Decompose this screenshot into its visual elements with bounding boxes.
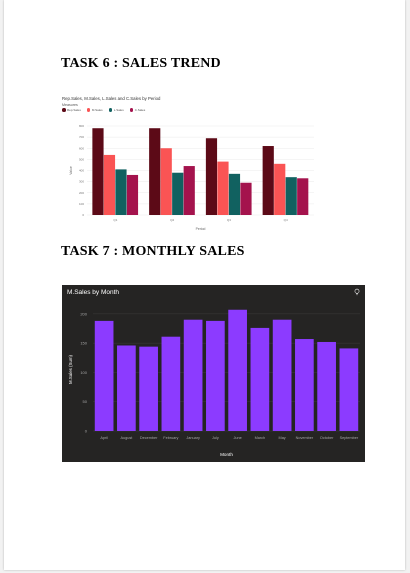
bar [317, 341, 336, 431]
bar [160, 148, 172, 215]
x-tick-label: Q4 [284, 218, 288, 222]
legend-label: Rep.Sales [67, 108, 81, 112]
x-tick-label: Q1 [113, 218, 117, 222]
bar [272, 319, 292, 431]
y-tick-label: 300 [79, 180, 84, 184]
chart-legend: Rep.Sales M.Sales L.Sales C.Sales [62, 108, 145, 112]
bar [228, 173, 241, 215]
y-tick-label: 0 [85, 429, 88, 434]
bar [92, 128, 104, 215]
bar [240, 182, 252, 215]
bar [217, 161, 229, 215]
bar [115, 169, 127, 215]
bar [297, 178, 309, 215]
bar [103, 154, 116, 215]
y-tick-label: 500 [79, 157, 84, 161]
x-tick-label: April [100, 436, 108, 440]
bar [172, 172, 184, 215]
bar [228, 309, 247, 431]
legend-item: C.Sales [129, 108, 146, 112]
x-axis-label: Period [196, 227, 206, 231]
sales-trend-plot: 0 100 200 300 400 500 600 700 800 Q1 Q2 Q3 Q4 Period V… [69, 124, 314, 231]
x-tick-label: May [279, 436, 286, 440]
legend-item: Rep.Sales [62, 108, 81, 112]
legend-item: M.Sales [86, 108, 103, 112]
x-tick-label: Q2 [170, 218, 174, 222]
task6-heading: TASK 6 : SALES TREND [61, 56, 221, 71]
bar [117, 345, 136, 431]
legend-label: L.Sales [113, 108, 124, 112]
x-tick-label: November [296, 436, 314, 440]
chart-title: Rep.Sales, M.Sales, L.Sales and C.Sales … [62, 96, 161, 101]
x-tick-label: February [163, 436, 178, 440]
y-tick-label: 700 [79, 135, 84, 139]
x-tick-label: June [234, 436, 242, 440]
y-tick-label: 600 [79, 146, 84, 150]
bar [250, 327, 270, 431]
legend-label: C.Sales [134, 108, 146, 112]
document-page: TASK 6 : SALES TREND Rep.Sales, M.Sales,… [4, 0, 405, 570]
bar [285, 177, 297, 215]
bar [206, 320, 225, 431]
bar [161, 336, 181, 431]
x-tick-label: October [320, 436, 334, 440]
y-tick-label: 0 [82, 213, 84, 217]
x-tick-label: September [340, 436, 359, 440]
y-tick-label: 200 [80, 311, 87, 316]
bar [262, 146, 274, 215]
bar [149, 128, 161, 215]
y-tick-label: 100 [80, 370, 87, 375]
legend-label: M.Sales [91, 108, 103, 112]
y-tick-label: 50 [83, 399, 88, 404]
x-tick-label: July [212, 436, 219, 440]
legend-item: L.Sales [108, 108, 124, 112]
bar [183, 166, 195, 215]
y-tick-label: 400 [79, 169, 84, 173]
y-axis-label: M.Sales (Sum) [68, 354, 73, 384]
lightbulb-icon[interactable] [353, 288, 361, 296]
y-tick-label: 800 [79, 124, 84, 128]
y-tick-label: 100 [79, 202, 84, 206]
bar [139, 346, 158, 431]
legend-dot [86, 108, 91, 112]
x-tick-label: August [120, 436, 133, 440]
legend-dot [108, 108, 113, 112]
monthly-sales-chart: 0 50 100 150 200 April August December February J… [62, 285, 365, 462]
legend-dot [62, 108, 66, 112]
x-tick-label: March [255, 436, 266, 440]
legend-dot [129, 108, 134, 112]
bar [205, 138, 218, 215]
bar [274, 163, 286, 215]
bar [126, 174, 139, 215]
y-tick-label: 150 [80, 341, 87, 346]
monthly-sales-plot: 0 50 100 150 200 April August December February J… [68, 309, 360, 457]
x-tick-label: December [140, 436, 158, 440]
legend-title: Measures [62, 103, 78, 107]
bar [295, 339, 314, 431]
x-tick-label: January [186, 436, 200, 440]
y-tick-label: 200 [79, 191, 84, 195]
bar [94, 320, 114, 431]
x-axis-label: Month [220, 452, 233, 457]
bar [183, 319, 203, 431]
x-tick-label: Q3 [227, 218, 231, 222]
y-axis-label: Value [69, 166, 73, 175]
task7-heading: TASK 7 : MONTHLY SALES [61, 244, 245, 259]
chart-title: M.Sales by Month [67, 289, 120, 296]
bar [339, 348, 359, 431]
sales-trend-chart: Rep.Sales, M.Sales, L.Sales and C.Sales … [62, 96, 336, 236]
